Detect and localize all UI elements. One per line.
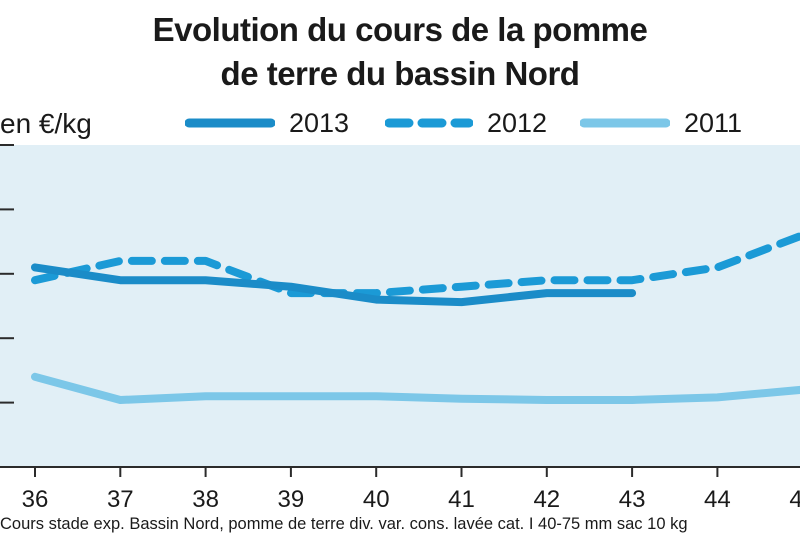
- x-tick-label-45: 45: [789, 486, 800, 513]
- chart-title-line-2: de terre du bassin Nord: [220, 55, 580, 92]
- series-line-2012: [31, 231, 800, 298]
- plot-area: [0, 145, 800, 467]
- legend-swatch-2012: [385, 118, 473, 128]
- footnote: Cours stade exp. Bassin Nord, pomme de t…: [0, 515, 688, 533]
- x-tick-label-40: 40: [363, 486, 390, 513]
- x-tick-label-41: 41: [448, 486, 475, 513]
- legend-label-2011: 2011: [684, 107, 743, 138]
- series-line-2011: [31, 372, 800, 404]
- legend-item-2012: 2012: [385, 106, 547, 140]
- x-tick-label-36: 36: [22, 486, 49, 513]
- chart-title-line-1: Evolution du cours de la pomme: [152, 11, 648, 48]
- legend-label-2012: 2012: [487, 107, 548, 138]
- chart-title: Evolution du cours de la pomme de terre …: [0, 8, 800, 96]
- x-tick-label-38: 38: [192, 486, 219, 513]
- x-tick-label-43: 43: [619, 486, 646, 513]
- legend-item-2011: 2011: [580, 106, 742, 140]
- y-axis-unit-label: en €/kg: [0, 108, 92, 139]
- x-tick-label-44: 44: [704, 486, 731, 513]
- x-tick-label-42: 42: [533, 486, 560, 513]
- legend-swatch-2013: [185, 118, 275, 128]
- x-tick-label-39: 39: [278, 486, 305, 513]
- legend-label-2013: 2013: [289, 107, 350, 138]
- x-tick-label-37: 37: [107, 486, 134, 513]
- legend-swatch-2011: [580, 118, 670, 128]
- legend-item-2013: 2013: [185, 106, 349, 140]
- series-line-2013: [31, 263, 637, 307]
